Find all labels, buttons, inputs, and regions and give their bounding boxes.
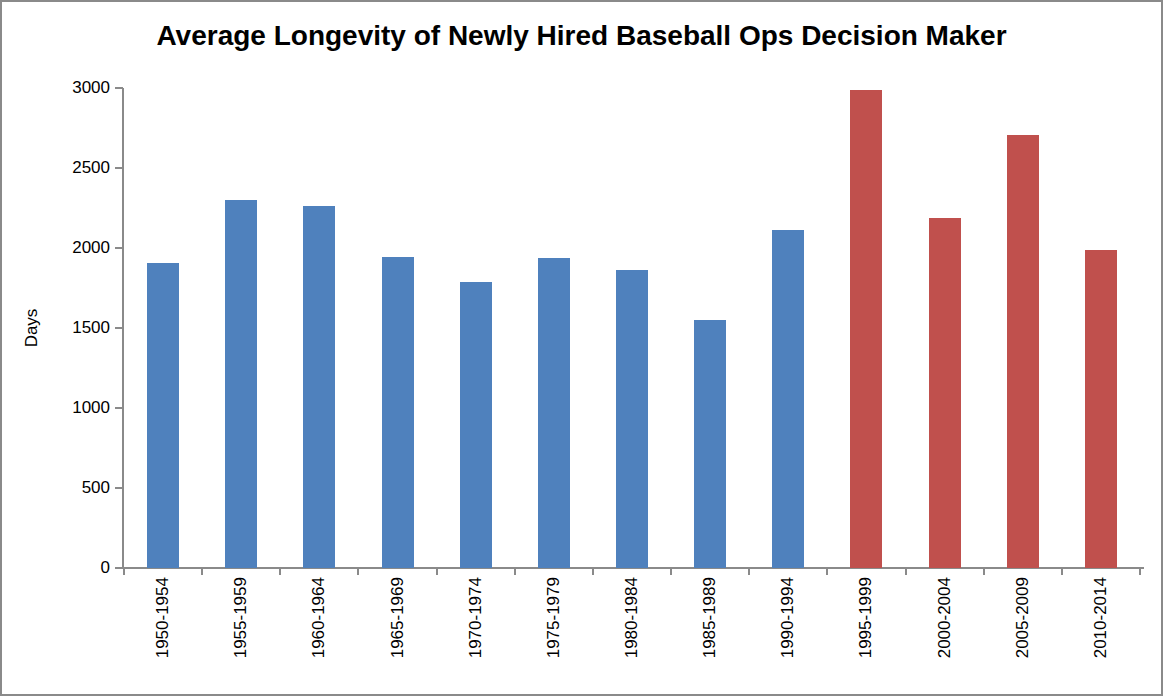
x-tick-label-text: 1995-1999 [856, 577, 876, 658]
bar-1995-1999 [850, 90, 882, 568]
x-tick-label-text: 1970-1974 [466, 577, 486, 658]
x-tick-label-text: 2005-2009 [1013, 577, 1033, 658]
x-tick-label-text: 1955-1959 [231, 577, 251, 658]
y-tick-mark [115, 327, 123, 329]
bar-2010-2014 [1085, 250, 1117, 568]
bar-1965-1969 [382, 257, 414, 568]
x-tick-label-text: 1950-1954 [153, 577, 173, 658]
x-tick-label-2000-2004: 2000-2004 [935, 577, 955, 597]
x-tick-mark [592, 568, 594, 575]
x-tick-label-1985-1989: 1985-1989 [700, 577, 720, 597]
bar-1980-1984 [616, 270, 648, 568]
x-tick-label-1995-1999: 1995-1999 [856, 577, 876, 597]
x-tick-mark [905, 568, 907, 575]
y-tick-mark [115, 167, 123, 169]
x-tick-label-1990-1994: 1990-1994 [778, 577, 798, 597]
x-tick-label-text: 1990-1994 [778, 577, 798, 658]
x-tick-mark [123, 568, 125, 575]
x-tick-mark [436, 568, 438, 575]
y-tick-label: 1000 [54, 398, 110, 418]
y-tick-mark [115, 487, 123, 489]
bar-1985-1989 [694, 320, 726, 568]
y-axis-title: Days [22, 309, 42, 348]
x-tick-label-2010-2014: 2010-2014 [1091, 577, 1111, 597]
x-tick-mark [514, 568, 516, 575]
x-tick-label-2005-2009: 2005-2009 [1013, 577, 1033, 597]
x-tick-mark [279, 568, 281, 575]
x-tick-label-text: 1985-1989 [700, 577, 720, 658]
x-tick-label-1960-1964: 1960-1964 [309, 577, 329, 597]
x-tick-label-1980-1984: 1980-1984 [622, 577, 642, 597]
bar-2005-2009 [1007, 135, 1039, 568]
bar-1970-1974 [460, 282, 492, 568]
x-tick-mark [670, 568, 672, 575]
x-tick-mark [1139, 568, 1141, 575]
bar-1955-1959 [225, 200, 257, 568]
y-tick-label: 2000 [54, 238, 110, 258]
x-tick-mark [357, 568, 359, 575]
y-tick-label: 2500 [54, 158, 110, 178]
x-tick-mark [1061, 568, 1063, 575]
y-tick-mark [115, 407, 123, 409]
x-tick-label-text: 2010-2014 [1091, 577, 1111, 658]
x-tick-label-1955-1959: 1955-1959 [231, 577, 251, 597]
bar-2000-2004 [929, 218, 961, 568]
bar-1975-1979 [538, 258, 570, 568]
x-tick-label-1950-1954: 1950-1954 [153, 577, 173, 597]
y-tick-label: 3000 [54, 78, 110, 98]
chart-window: Average Longevity of Newly Hired Basebal… [0, 0, 1163, 696]
x-tick-mark [826, 568, 828, 575]
x-tick-mark [983, 568, 985, 575]
y-tick-label: 0 [54, 558, 110, 578]
x-tick-label-1970-1974: 1970-1974 [466, 577, 486, 597]
x-tick-label-text: 1975-1979 [544, 577, 564, 658]
x-tick-label-text: 1965-1969 [388, 577, 408, 658]
x-tick-label-text: 1980-1984 [622, 577, 642, 658]
x-tick-label-text: 2000-2004 [935, 577, 955, 658]
bar-1960-1964 [303, 206, 335, 568]
x-tick-mark [748, 568, 750, 575]
y-tick-mark [115, 247, 123, 249]
bar-1990-1994 [772, 230, 804, 568]
x-tick-label-1965-1969: 1965-1969 [388, 577, 408, 597]
chart-title: Average Longevity of Newly Hired Basebal… [2, 20, 1161, 52]
x-tick-label-text: 1960-1964 [309, 577, 329, 658]
bar-1950-1954 [147, 263, 179, 568]
y-tick-mark [115, 567, 123, 569]
y-tick-label: 1500 [54, 318, 110, 338]
y-tick-mark [115, 87, 123, 89]
plot-area: 0500100015002000250030001950-19541955-19… [124, 88, 1140, 568]
y-tick-label: 500 [54, 478, 110, 498]
x-tick-mark [201, 568, 203, 575]
x-tick-label-1975-1979: 1975-1979 [544, 577, 564, 597]
